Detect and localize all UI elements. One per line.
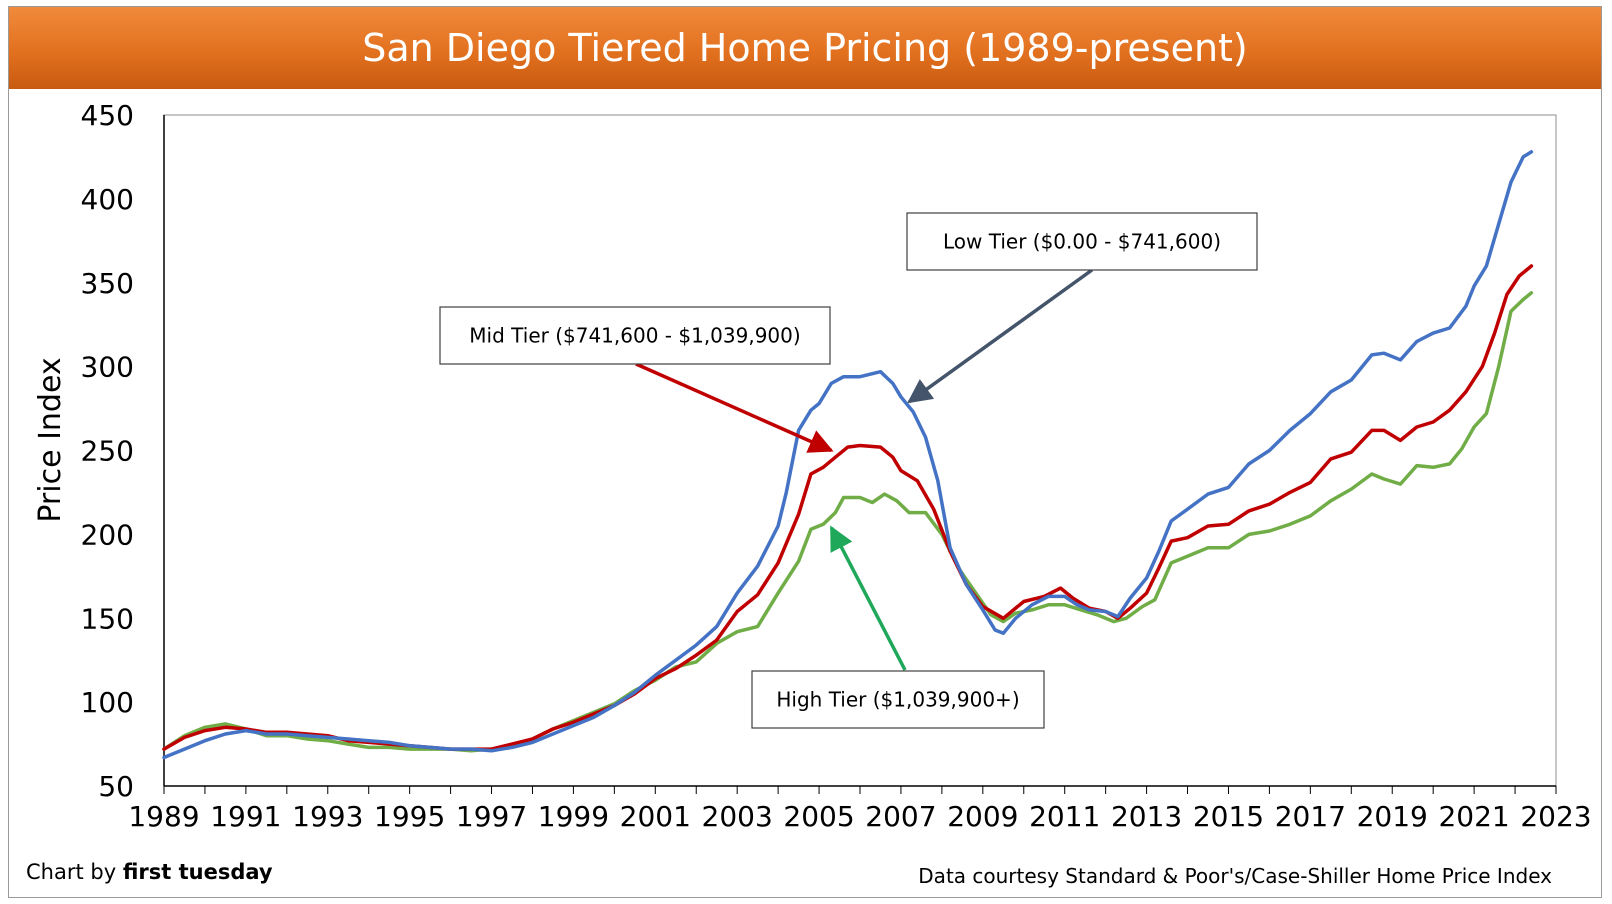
x-tick-label: 2021 xyxy=(1438,800,1509,833)
annotation-box-low xyxy=(906,212,1258,271)
credit-line: Chart by first tuesday xyxy=(26,860,273,884)
x-tick-label: 1989 xyxy=(128,800,199,833)
y-tick-label: 150 xyxy=(81,602,134,635)
x-tick-label: 2023 xyxy=(1520,800,1591,833)
x-tick-label: 1993 xyxy=(292,800,363,833)
y-tick-label: 450 xyxy=(81,99,134,132)
credit-brand: first tuesday xyxy=(122,860,273,884)
annotation-arrow-high xyxy=(829,525,907,671)
x-tick-label: 2011 xyxy=(1029,800,1100,833)
y-tick-label: 250 xyxy=(81,435,134,468)
x-tick-label: 1991 xyxy=(210,800,281,833)
chart-title: San Diego Tiered Home Pricing (1989-pres… xyxy=(9,7,1601,89)
annotation-box-high xyxy=(751,670,1045,729)
x-tick-label: 1995 xyxy=(374,800,445,833)
x-tick-label: 2001 xyxy=(620,800,691,833)
x-tick-label: 2015 xyxy=(1193,800,1264,833)
x-tick-label: 1997 xyxy=(456,800,527,833)
y-tick-label: 300 xyxy=(81,351,134,384)
y-tick-label: 350 xyxy=(81,267,134,300)
annotations: Low Tier ($0.00 - $741,600) Mid Tier ($74… xyxy=(439,212,1258,729)
y-tick-label: 400 xyxy=(81,183,134,216)
y-axis-label: Price Index xyxy=(33,357,68,522)
x-tick-label: 2003 xyxy=(702,800,773,833)
series-lines xyxy=(162,150,1534,760)
x-tick-label: 2013 xyxy=(1111,800,1182,833)
x-tick-label: 2009 xyxy=(947,800,1018,833)
x-tick-label: 1999 xyxy=(538,800,609,833)
annotation-label-low: Low Tier ($0.00 - $741,600) xyxy=(943,230,1221,254)
y-tick-label: 100 xyxy=(81,686,134,719)
series-line-low xyxy=(162,150,1534,760)
annotation-arrow-low xyxy=(907,268,1094,404)
annotation-arrow-mid xyxy=(635,362,834,453)
y-tick-label: 50 xyxy=(98,770,134,803)
y-tick-label: 200 xyxy=(81,518,134,551)
annotation-box-mid xyxy=(439,306,831,365)
x-tick-label: 2017 xyxy=(1275,800,1346,833)
annotation-label-high: High Tier ($1,039,900+) xyxy=(776,688,1019,712)
data-source: Data courtesy Standard & Poor's/Case-Shi… xyxy=(918,864,1552,888)
x-tick-label: 2019 xyxy=(1357,800,1428,833)
tick-labels: 50 100 150 200 250 300 350 400 450 1989 1991 1993 19… xyxy=(81,99,1592,833)
x-tick-label: 2005 xyxy=(783,800,854,833)
x-tick-label: 2007 xyxy=(865,800,936,833)
annotation-label-mid: Mid Tier ($741,600 - $1,039,900) xyxy=(469,324,800,348)
credit-prefix: Chart by xyxy=(26,860,123,884)
